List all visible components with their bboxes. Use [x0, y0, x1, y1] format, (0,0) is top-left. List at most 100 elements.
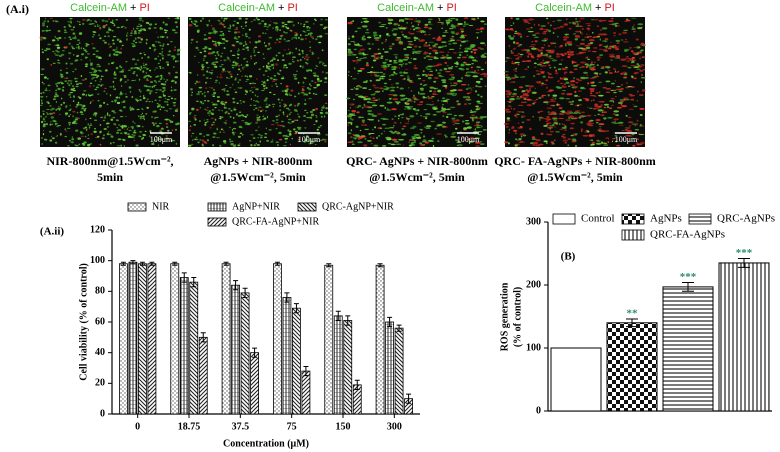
cell: [109, 86, 112, 87]
cell: [510, 82, 515, 83]
cell: [309, 83, 311, 85]
cell: [402, 79, 405, 80]
cell: [367, 140, 372, 142]
cell: [468, 88, 472, 89]
cell: [569, 51, 575, 53]
cell: [196, 137, 198, 138]
cell: [55, 21, 58, 23]
cell: [138, 135, 141, 137]
cell: [108, 131, 110, 132]
bar: [325, 265, 333, 414]
cell: [474, 52, 477, 54]
cell: [206, 134, 210, 136]
cell: [434, 66, 435, 67]
cell: [531, 48, 536, 50]
cell: [70, 20, 71, 21]
cell: [521, 112, 524, 113]
cell: [287, 116, 288, 118]
cell: [166, 123, 168, 125]
cell: [457, 89, 463, 91]
cell: [441, 22, 444, 24]
cell: [270, 47, 271, 48]
cell: [383, 68, 386, 70]
cell: [212, 124, 215, 125]
cell: [411, 58, 412, 59]
cell: [213, 103, 215, 105]
cell: [325, 33, 329, 34]
cell: [543, 59, 544, 61]
cell: [529, 88, 530, 90]
cell: [434, 108, 436, 110]
cell: [270, 141, 273, 142]
cell: [471, 51, 473, 53]
cell: [145, 64, 147, 66]
cell: [546, 18, 548, 20]
cell: [408, 32, 411, 34]
cell: [58, 30, 61, 32]
cell: [168, 73, 171, 74]
cell: [64, 37, 67, 38]
cell: [213, 122, 216, 124]
cell: [112, 43, 115, 44]
cell: [111, 119, 114, 121]
cell: [286, 108, 289, 109]
cell: [206, 24, 209, 25]
cell: [472, 75, 478, 77]
cell: [111, 110, 114, 112]
cell: [587, 28, 589, 29]
cell: [565, 34, 567, 36]
cell: [372, 115, 378, 117]
cell: [211, 73, 213, 75]
cell: [598, 129, 599, 131]
cell: [615, 48, 619, 50]
cell: [199, 139, 201, 140]
cell: [290, 112, 291, 113]
cell: [212, 136, 215, 137]
cell: [247, 123, 250, 124]
cell: [591, 100, 592, 102]
cell: [537, 59, 539, 60]
cell: [411, 140, 413, 142]
cell: [476, 125, 482, 126]
cell: [294, 78, 297, 80]
cell: [75, 106, 78, 107]
cell: [155, 24, 157, 25]
cell: [432, 38, 435, 39]
bar: [607, 323, 657, 411]
cell: [517, 111, 522, 112]
cell: [63, 102, 65, 104]
cell: [290, 30, 292, 31]
cell: [564, 83, 566, 85]
cell: [42, 22, 45, 24]
cell: [253, 105, 256, 106]
cell: [582, 49, 588, 51]
cell: [438, 75, 442, 76]
cell: [378, 22, 381, 24]
cell: [215, 45, 217, 46]
cell: [599, 49, 604, 50]
cell: [358, 105, 362, 107]
cell: [371, 75, 373, 76]
cell: [640, 44, 644, 46]
cell: [226, 94, 228, 95]
cell: [171, 98, 173, 100]
cell: [320, 24, 323, 26]
cell: [133, 45, 135, 47]
cell: [348, 36, 349, 37]
cell: [279, 109, 281, 111]
cell: [268, 76, 270, 77]
cell: [289, 52, 292, 54]
cell: [455, 62, 459, 64]
cell: [428, 97, 433, 99]
cell: [533, 75, 535, 77]
cell: [481, 31, 483, 33]
cell: [587, 107, 589, 108]
cell: [365, 32, 370, 33]
cell: [130, 91, 132, 93]
bar: [119, 264, 127, 414]
cell: [55, 123, 58, 125]
cell: [355, 106, 357, 107]
cell: [549, 58, 553, 59]
cell: [534, 37, 539, 39]
cell: [571, 72, 575, 73]
